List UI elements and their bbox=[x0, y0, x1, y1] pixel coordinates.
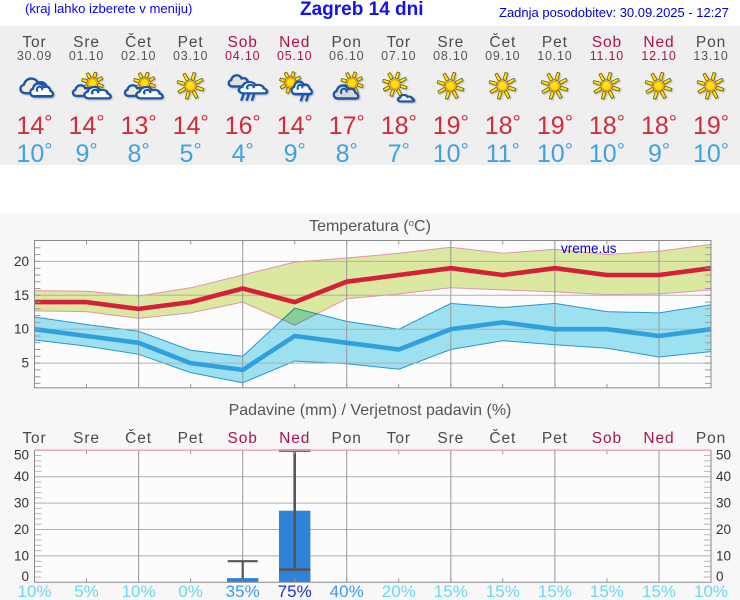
svg-text:20: 20 bbox=[14, 522, 29, 537]
svg-text:15: 15 bbox=[14, 288, 29, 303]
svg-text:20: 20 bbox=[14, 254, 29, 269]
svg-text:40: 40 bbox=[14, 469, 29, 484]
svg-text:50: 50 bbox=[716, 448, 731, 463]
svg-text:20: 20 bbox=[716, 522, 731, 537]
svg-text:50: 50 bbox=[14, 448, 29, 463]
svg-text:vreme.us: vreme.us bbox=[561, 241, 617, 256]
svg-text:10: 10 bbox=[716, 548, 731, 563]
svg-text:10: 10 bbox=[14, 322, 29, 337]
svg-text:0: 0 bbox=[716, 569, 724, 584]
svg-text:30: 30 bbox=[14, 496, 29, 511]
svg-text:30: 30 bbox=[716, 496, 731, 511]
svg-text:40: 40 bbox=[716, 469, 731, 484]
svg-text:5: 5 bbox=[21, 356, 29, 371]
svg-text:0: 0 bbox=[21, 569, 29, 584]
svg-text:10: 10 bbox=[14, 548, 29, 563]
